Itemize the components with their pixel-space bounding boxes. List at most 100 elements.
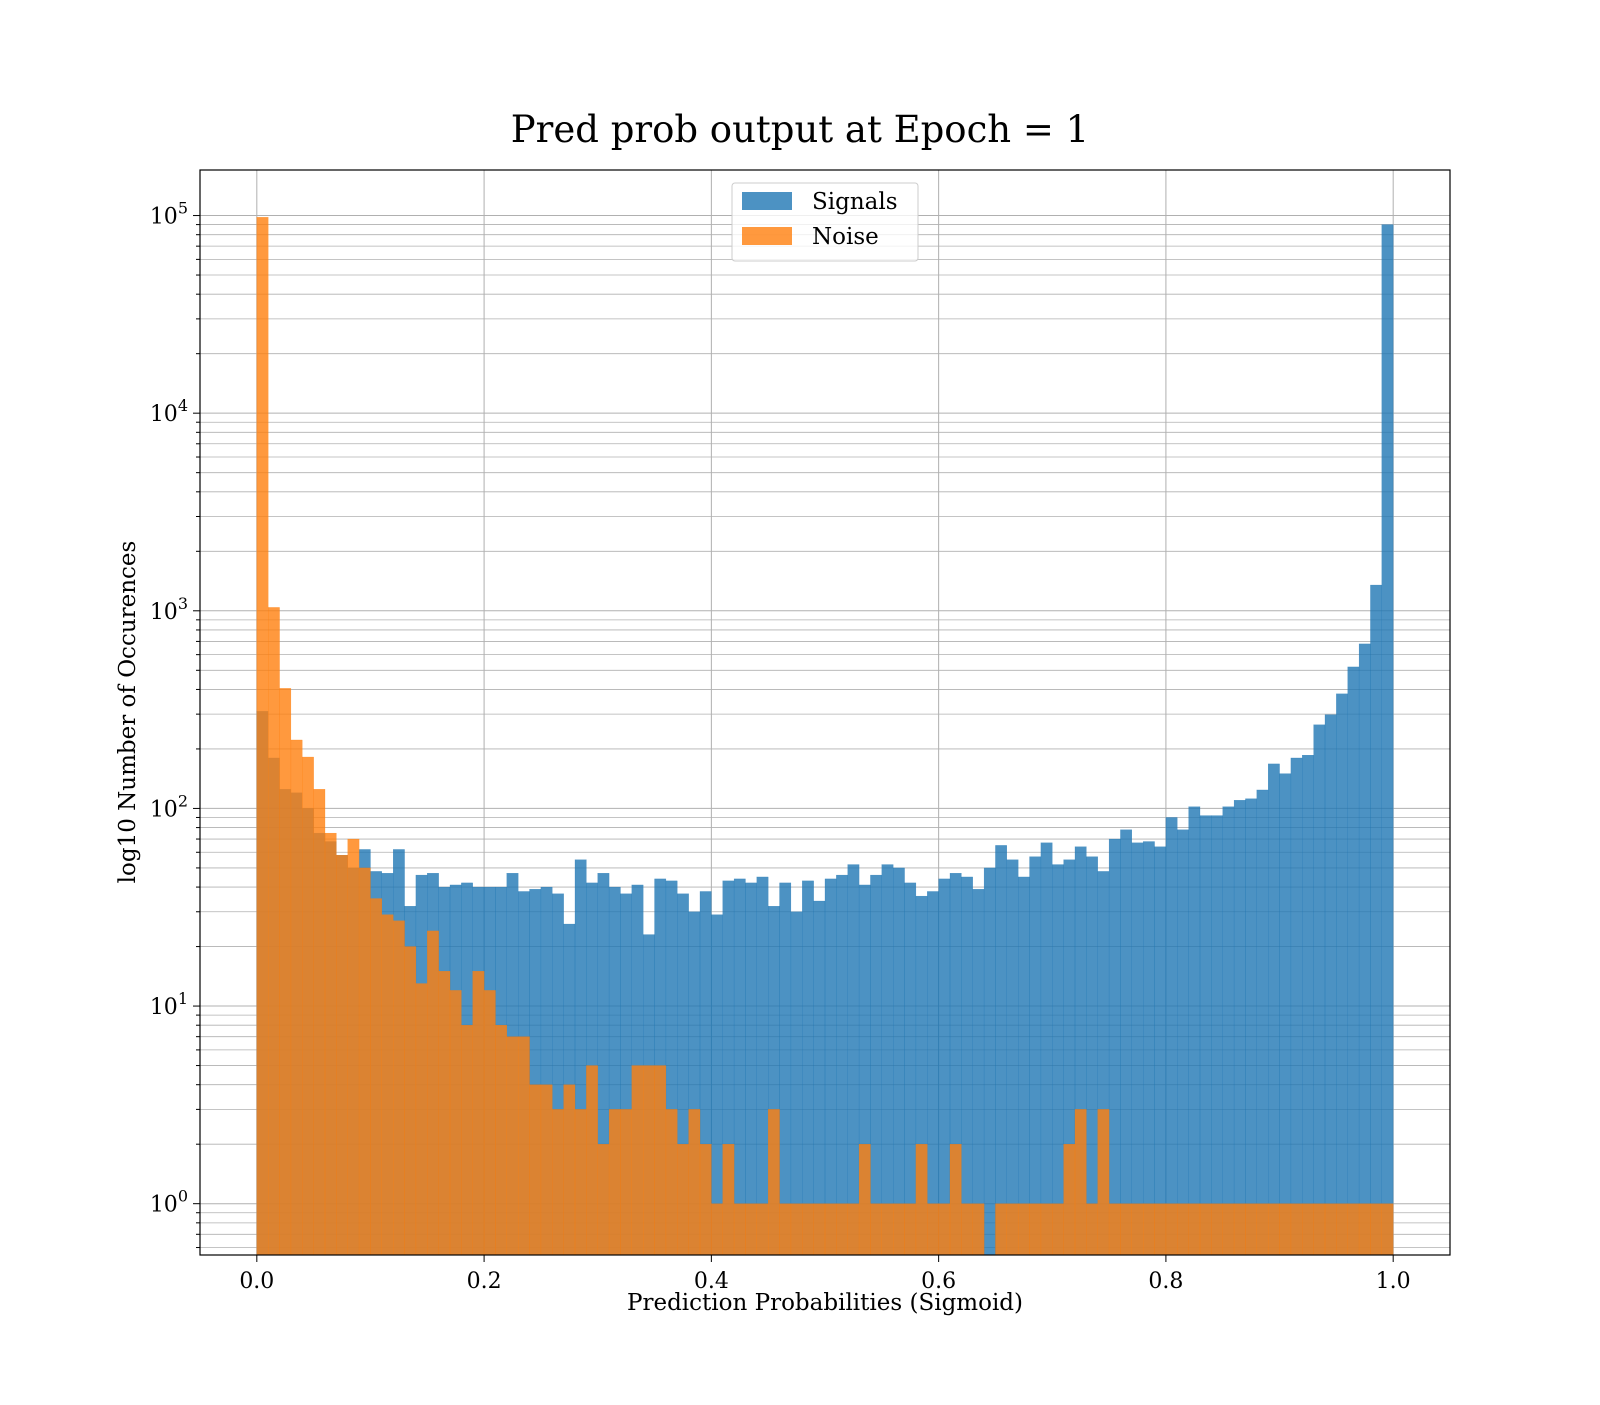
y-tick-label: 104 <box>150 396 188 427</box>
series-noise <box>256 217 1394 1256</box>
bar-signals <box>779 882 792 1256</box>
bar-signals <box>1290 757 1303 1256</box>
bar-signals <box>1040 842 1053 1256</box>
bar-signals <box>1324 714 1337 1256</box>
bar-noise <box>711 1203 723 1256</box>
legend-swatch-noise <box>742 227 792 245</box>
bar-noise <box>768 1109 780 1256</box>
bar-signals <box>756 876 769 1256</box>
bar-noise <box>1097 1109 1110 1256</box>
bar-noise <box>290 739 303 1256</box>
bar-signals <box>1347 666 1360 1256</box>
bar-signals <box>1211 815 1223 1256</box>
bar-noise <box>1086 1203 1098 1256</box>
bar-signals <box>836 874 848 1256</box>
bar-noise <box>1279 1203 1292 1256</box>
bar-noise <box>790 1203 803 1256</box>
bar-signals <box>938 878 951 1256</box>
bar-noise <box>1347 1203 1360 1256</box>
y-tick-label: 103 <box>150 594 188 625</box>
bar-signals <box>1381 224 1394 1256</box>
bar-noise <box>972 1203 985 1256</box>
bar-signals <box>927 891 939 1256</box>
legend-swatch-signals <box>742 192 792 210</box>
bar-noise <box>506 1036 519 1256</box>
bar-signals <box>1188 806 1201 1256</box>
bar-noise <box>427 930 439 1256</box>
bar-signals <box>972 889 985 1256</box>
bar-noise <box>1358 1203 1371 1256</box>
bar-signals <box>1029 856 1042 1256</box>
bar-noise <box>654 1065 667 1256</box>
bar-noise <box>461 1025 473 1256</box>
bar-noise <box>1029 1203 1042 1256</box>
legend-label-noise: Noise <box>812 224 879 250</box>
bar-signals <box>1279 773 1292 1256</box>
bar-noise <box>1268 1203 1280 1256</box>
bar-noise <box>393 920 405 1256</box>
bar-noise <box>1063 1144 1076 1256</box>
legend: Signals Noise <box>731 182 919 262</box>
bar-noise <box>552 1109 564 1256</box>
bar-signals <box>1358 643 1371 1256</box>
bar-noise <box>404 946 417 1256</box>
bar-noise <box>1324 1203 1337 1256</box>
bar-noise <box>733 1203 746 1256</box>
bar-noise <box>336 855 348 1256</box>
bar-noise <box>608 1109 621 1256</box>
bar-noise <box>938 1203 951 1256</box>
bar-noise <box>1018 1203 1030 1256</box>
bar-signals <box>1108 838 1121 1256</box>
bar-noise <box>1006 1203 1019 1256</box>
bar-signals <box>1233 800 1246 1256</box>
bar-noise <box>643 1065 655 1256</box>
bar-noise <box>995 1203 1007 1256</box>
plot-frame <box>199 169 1451 1256</box>
bar-noise <box>586 1065 598 1256</box>
bar-noise <box>472 971 485 1256</box>
bar-noise <box>597 1144 610 1256</box>
bar-signals <box>904 882 917 1256</box>
bar-signals <box>847 864 860 1256</box>
bar-noise <box>824 1203 837 1256</box>
bar-noise <box>302 756 314 1256</box>
bar-noise <box>529 1084 542 1256</box>
bars <box>256 217 1394 1256</box>
bar-signals <box>790 911 803 1256</box>
bar-signals <box>1165 817 1178 1256</box>
bar-noise <box>1336 1203 1348 1256</box>
bar-noise <box>836 1203 848 1256</box>
bar-noise <box>677 1144 689 1256</box>
bar-signals <box>802 880 814 1256</box>
bar-noise <box>745 1203 757 1256</box>
bar-noise <box>927 1203 939 1256</box>
bar-signals <box>961 876 973 1256</box>
bar-noise <box>381 914 394 1256</box>
x-axis-label: Prediction Probabilities (Sigmoid) <box>627 1290 1023 1316</box>
bar-noise <box>449 990 462 1256</box>
bar-noise <box>574 1109 587 1256</box>
bar-noise <box>370 898 382 1256</box>
bar-noise <box>358 867 371 1256</box>
y-tick-label: 101 <box>150 989 188 1020</box>
bar-signals <box>1052 864 1064 1256</box>
bar-signals <box>1222 806 1235 1256</box>
bar-signals <box>1370 584 1382 1256</box>
bar-noise <box>1290 1203 1303 1256</box>
bar-noise <box>1131 1203 1144 1256</box>
bar-signals <box>1302 755 1314 1256</box>
bar-noise <box>313 789 326 1256</box>
bar-noise <box>1222 1203 1235 1256</box>
axis-ticks: 0.0 0.2 0.4 0.6 0.8 1.0 100 101 102 103 104 105 <box>150 199 1411 1294</box>
bar-noise <box>324 832 337 1256</box>
bar-signals <box>1199 815 1212 1256</box>
bar-signals <box>1018 876 1030 1256</box>
bar-signals <box>733 878 746 1256</box>
bar-noise <box>1154 1203 1167 1256</box>
bar-noise <box>1120 1203 1132 1256</box>
bar-signals <box>1154 846 1167 1256</box>
bar-signals <box>1006 859 1019 1256</box>
x-tick-label: 0.2 <box>467 1269 502 1294</box>
bar-noise <box>347 838 360 1256</box>
bar-noise <box>881 1203 894 1256</box>
